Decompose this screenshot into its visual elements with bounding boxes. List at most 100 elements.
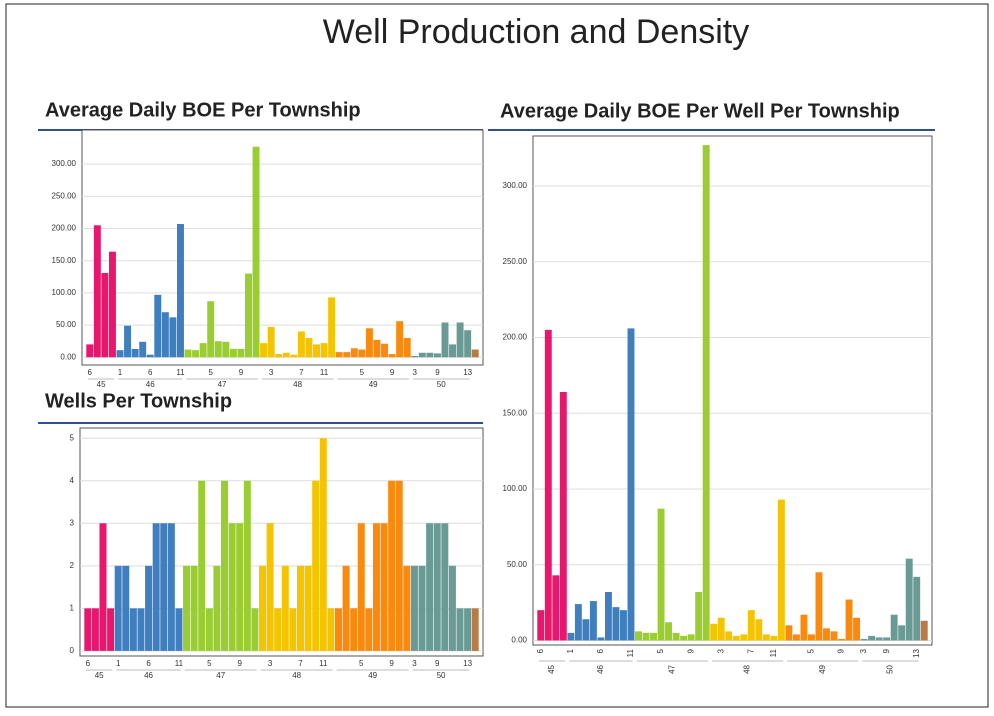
bar xyxy=(131,348,139,358)
bar xyxy=(845,599,853,641)
bar xyxy=(236,523,244,651)
x-tick-label: 6 xyxy=(88,368,93,377)
group-label: 47 xyxy=(218,380,227,389)
bar xyxy=(213,565,221,651)
bar xyxy=(418,565,426,651)
y-tick-label: 3 xyxy=(70,518,75,527)
y-tick-label: 200.00 xyxy=(52,224,77,233)
group-label: 48 xyxy=(292,671,301,680)
x-tick-label: 9 xyxy=(882,648,891,653)
x-tick-label: 3 xyxy=(716,648,725,653)
bar xyxy=(365,608,373,651)
bar xyxy=(304,565,312,651)
bar xyxy=(176,224,184,358)
bar xyxy=(129,608,137,651)
bar xyxy=(471,608,479,651)
x-tick-label: 3 xyxy=(269,368,274,377)
chart-heading: Wells Per Township xyxy=(45,390,232,412)
bar xyxy=(101,272,109,358)
bar xyxy=(800,614,808,641)
bar xyxy=(830,631,838,641)
bar xyxy=(222,341,230,358)
bar xyxy=(456,608,464,651)
bar xyxy=(260,343,268,358)
bar xyxy=(905,558,913,641)
bar xyxy=(297,331,305,358)
bar xyxy=(334,608,342,651)
bar xyxy=(296,565,304,651)
bar xyxy=(312,480,320,651)
x-tick-label: 6 xyxy=(536,648,545,653)
x-tick-label: 11 xyxy=(175,659,184,668)
bar xyxy=(620,610,627,641)
group-label: 49 xyxy=(368,671,377,680)
bar xyxy=(154,294,162,358)
bar xyxy=(665,622,673,641)
bar xyxy=(198,480,206,651)
bar xyxy=(411,355,419,358)
x-tick-label: 9 xyxy=(390,368,395,377)
bar xyxy=(441,523,449,651)
bar xyxy=(86,344,94,358)
bar xyxy=(205,608,213,651)
x-tick-label: 5 xyxy=(359,659,364,668)
bar xyxy=(139,341,147,358)
bar xyxy=(243,480,251,651)
bar xyxy=(373,339,381,358)
x-tick-label: 11 xyxy=(320,368,329,377)
bar xyxy=(313,344,320,358)
y-tick-label: 0 xyxy=(70,646,75,655)
bar xyxy=(582,619,590,641)
x-tick-label: 6 xyxy=(148,368,153,377)
bar xyxy=(350,608,358,651)
y-tick-label: 5 xyxy=(70,433,75,442)
bar xyxy=(695,591,703,641)
bar xyxy=(612,607,620,641)
bar xyxy=(237,348,245,358)
x-tick-label: 9 xyxy=(686,648,695,653)
y-tick-label: 4 xyxy=(70,476,75,485)
bar xyxy=(289,608,297,651)
x-tick-label: 1 xyxy=(116,659,121,668)
bar xyxy=(574,604,582,641)
group-label: 47 xyxy=(667,664,676,673)
y-tick-label: 2 xyxy=(70,561,75,570)
bar xyxy=(410,565,418,651)
bar xyxy=(544,329,552,641)
group-label: 45 xyxy=(95,671,104,680)
bar xyxy=(559,392,567,641)
x-tick-label: 11 xyxy=(319,659,328,668)
plot-area xyxy=(81,129,484,366)
bar xyxy=(433,353,441,358)
bar xyxy=(252,146,260,358)
bar xyxy=(124,325,132,358)
bar xyxy=(192,350,200,358)
page-title: Well Production and Density xyxy=(323,13,749,51)
bar xyxy=(567,632,575,641)
bar xyxy=(860,638,868,641)
bar xyxy=(175,608,183,651)
group-label: 46 xyxy=(146,380,155,389)
y-tick-label: 0.00 xyxy=(511,636,527,645)
bar xyxy=(350,348,358,358)
bar xyxy=(137,608,145,651)
bar xyxy=(687,634,695,641)
bar xyxy=(357,523,365,651)
bar xyxy=(343,352,351,358)
x-tick-label: 9 xyxy=(837,648,846,653)
bar xyxy=(403,337,411,358)
bar xyxy=(114,565,122,651)
bar xyxy=(883,637,891,641)
x-tick-label: 9 xyxy=(237,659,242,668)
y-tick-label: 1 xyxy=(70,603,75,612)
bar xyxy=(456,322,464,358)
bar xyxy=(875,637,883,641)
bar xyxy=(890,614,898,641)
bar xyxy=(418,352,426,358)
x-tick-label: 6 xyxy=(596,648,605,653)
chart-heading: Average Daily BOE Per Well Per Township xyxy=(500,100,900,122)
group-label: 50 xyxy=(437,671,446,680)
bar xyxy=(107,608,115,651)
bar xyxy=(913,576,921,641)
bar xyxy=(838,638,845,641)
